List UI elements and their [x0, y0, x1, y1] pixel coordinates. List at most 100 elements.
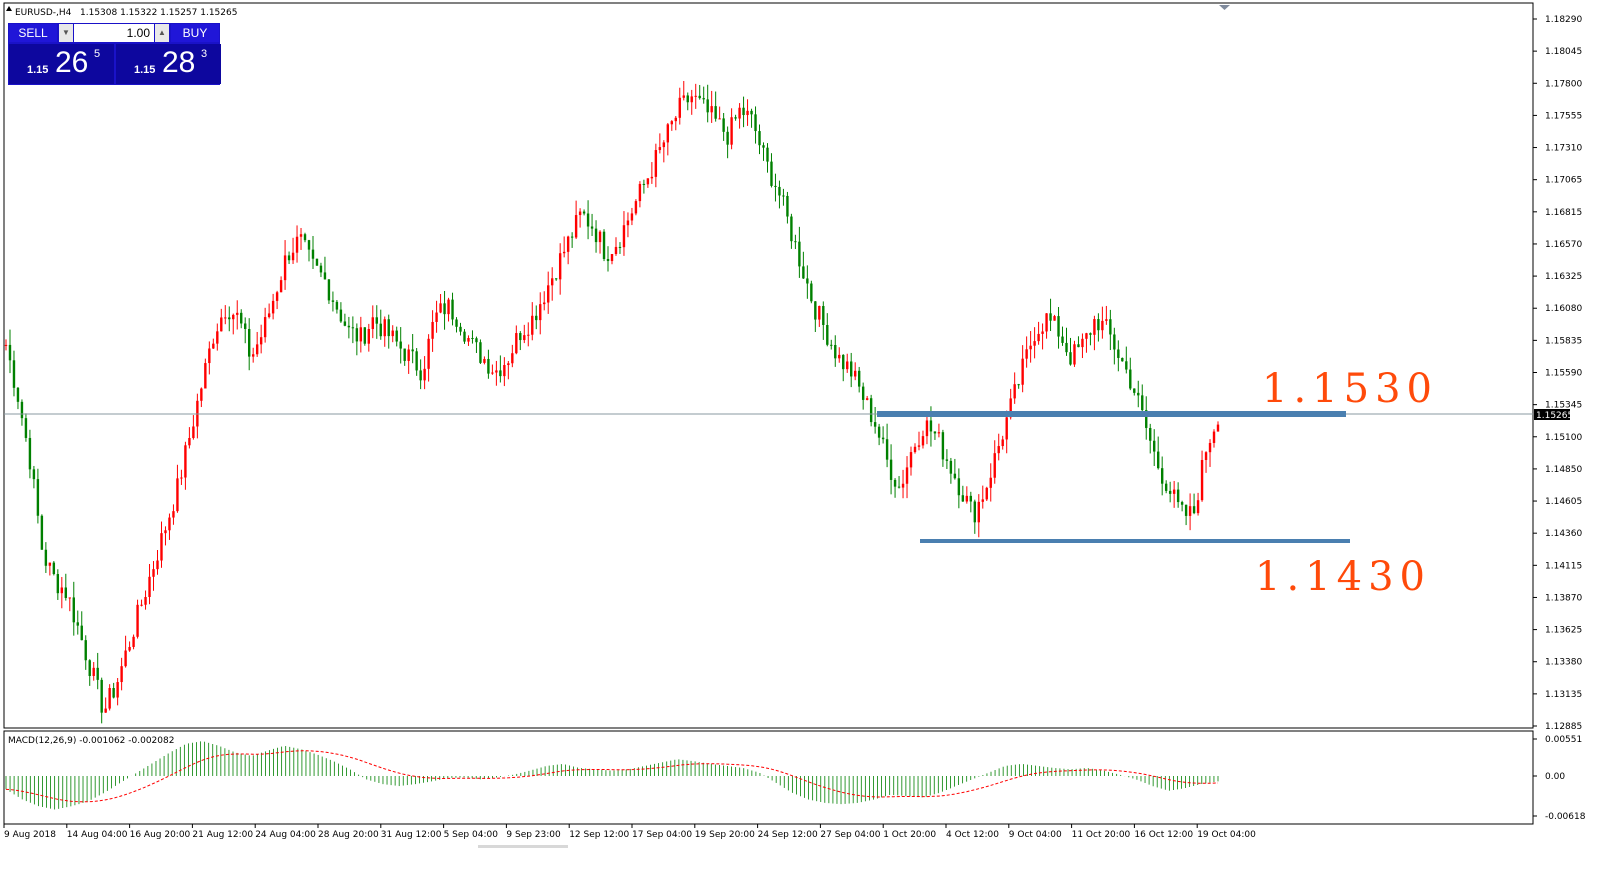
current-price-tag [1534, 409, 1570, 420]
resistance-label[interactable]: 1.1530 [1262, 366, 1438, 412]
candle-body [1204, 452, 1208, 460]
shift-marker-icon[interactable] [1219, 5, 1230, 10]
candle-body [694, 95, 697, 97]
candle-body [259, 337, 263, 345]
candle-body [387, 319, 390, 337]
candle-body [937, 432, 941, 434]
candle-body [682, 95, 685, 98]
candle-body [646, 178, 650, 185]
candle-body [778, 186, 781, 196]
candle-body [830, 344, 833, 346]
candle-body [774, 185, 777, 187]
candle-body [921, 436, 925, 446]
candle-body [1180, 502, 1184, 505]
candle-body [1085, 333, 1088, 339]
candle-body [188, 437, 191, 446]
ask-pip-digit: 3 [201, 48, 208, 60]
candle-body [12, 360, 16, 388]
candle-body [562, 251, 566, 254]
candle-body [794, 241, 797, 243]
candle-body [905, 467, 909, 484]
candle-body [287, 255, 291, 261]
candle-body [116, 682, 119, 698]
price-tick-label: 1.12885 [1545, 722, 1582, 732]
candle-body [953, 473, 957, 479]
candle-body [399, 341, 402, 349]
price-tick-label: 1.15835 [1545, 336, 1582, 346]
candle-body [403, 348, 406, 361]
time-tick-label: 9 Sep 23:00 [506, 830, 561, 840]
candle-body [889, 459, 893, 480]
candle-body [168, 517, 171, 531]
buy-button[interactable]: BUY [171, 24, 219, 42]
macd-subwindow-frame [3, 730, 1534, 825]
candle-body [985, 487, 988, 500]
candle-body [192, 426, 195, 438]
candle-body [251, 354, 255, 357]
candle-body [72, 597, 75, 623]
current-price-value: 1.15265 [1536, 411, 1573, 421]
ask-prefix: 1.15 [134, 64, 156, 76]
bid-price-button[interactable]: 1.15 26 5 [9, 44, 114, 84]
macd-indicator [5, 741, 1219, 810]
candle-body [654, 150, 658, 177]
candle-body [467, 337, 470, 342]
candle-body [335, 301, 339, 310]
candle-body [638, 183, 642, 202]
candle-body [674, 117, 677, 122]
candle-body [148, 576, 151, 597]
candle-body [339, 309, 343, 322]
lot-size-input[interactable] [74, 24, 154, 42]
candle-body [120, 666, 123, 683]
candle-body [383, 319, 386, 337]
time-tick-label: 19 Sep 20:00 [695, 830, 755, 840]
time-axis[interactable]: 9 Aug 2018 14 Aug 04:00 16 Aug 20:00 21 Aug… [3, 824, 1256, 840]
horizontal-scrollbar[interactable] [478, 845, 568, 848]
symbol-arrow-icon [6, 6, 12, 11]
candle-body [435, 312, 438, 322]
candle-body [582, 211, 586, 214]
candle-body [1216, 424, 1220, 432]
candle-body [566, 236, 570, 252]
candle-body [1061, 336, 1064, 343]
lot-decrease-icon[interactable]: ▼ [59, 24, 73, 42]
sell-button[interactable]: SELL [9, 24, 57, 42]
price-axis[interactable]: 1.18290 1.18045 1.17800 1.17555 1.17310 1.170… [1533, 15, 1586, 822]
candle-body [1097, 319, 1100, 331]
ask-price-button[interactable]: 1.15 28 3 [116, 44, 221, 84]
candle-body [495, 370, 498, 373]
candle-body [411, 349, 414, 352]
lot-increase-icon[interactable]: ▲ [155, 24, 169, 42]
support-label[interactable]: 1.1430 [1255, 554, 1431, 600]
candle-body [4, 344, 8, 346]
candle-body [415, 351, 418, 371]
candle-body [371, 317, 374, 330]
candle-body [1160, 468, 1164, 484]
candle-body [965, 495, 969, 502]
candle-body [427, 338, 430, 369]
candle-body [666, 124, 670, 143]
candle-body [977, 501, 980, 523]
candle-body [574, 215, 578, 238]
candle-body [618, 246, 622, 248]
candle-body [164, 530, 167, 534]
candle-body [515, 333, 518, 354]
macd-tick-label: -0.00618 [1545, 812, 1586, 822]
candle-body [363, 327, 367, 344]
candle-body [36, 479, 40, 516]
candle-body [798, 241, 801, 267]
candle-body [933, 431, 937, 434]
price-tick-label: 1.17310 [1545, 144, 1582, 154]
candle-body [1049, 313, 1052, 321]
candle-body [355, 328, 359, 342]
candle-body [1172, 489, 1176, 494]
candle-body [184, 445, 187, 478]
candle-body [128, 646, 131, 651]
time-tick-label: 31 Aug 12:00 [381, 830, 442, 840]
candle-body [160, 533, 163, 561]
candle-body [1168, 490, 1172, 494]
candle-body [690, 96, 693, 103]
candle-body [698, 95, 701, 99]
